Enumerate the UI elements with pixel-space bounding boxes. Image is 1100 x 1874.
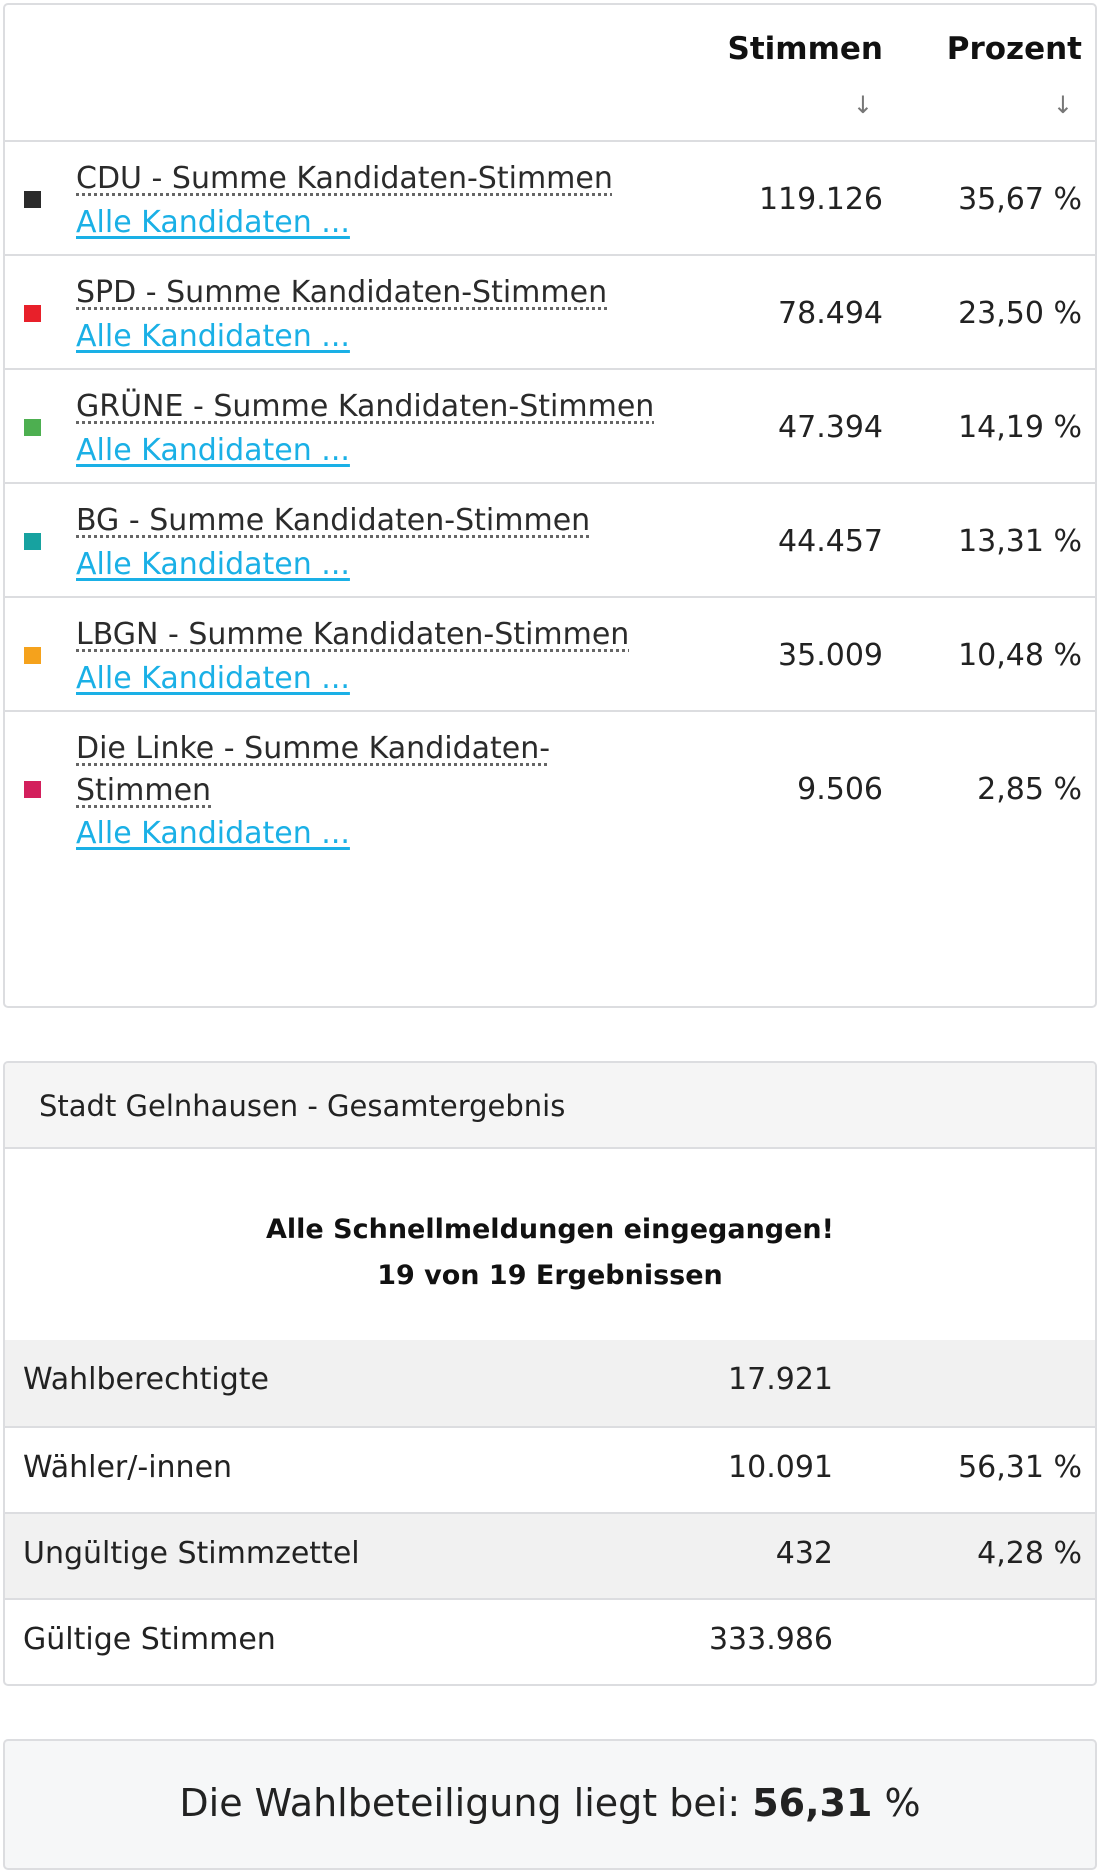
status-message: Alle Schnellmeldungen eingegangen! 19 vo… bbox=[5, 1149, 1095, 1340]
party-color-swatch bbox=[24, 781, 41, 798]
summary-value: 432 bbox=[775, 1536, 833, 1571]
sort-arrow-icon[interactable]: ↓ bbox=[852, 91, 873, 119]
all-candidates-link[interactable]: Alle Kandidaten ... bbox=[76, 319, 350, 354]
party-name-link[interactable]: CDU - Summe Kandidaten-Stimmen bbox=[76, 161, 613, 196]
party-color-swatch bbox=[24, 419, 41, 436]
table-row: BG - Summe Kandidaten-Stimmen Alle Kandi… bbox=[5, 484, 1095, 598]
summary-row-waehler: Wähler/-innen 10.091 56,31 % bbox=[5, 1426, 1095, 1512]
status-line: Alle Schnellmeldungen eingegangen! bbox=[266, 1214, 834, 1245]
all-candidates-link[interactable]: Alle Kandidaten ... bbox=[76, 205, 350, 240]
summary-value: 10.091 bbox=[728, 1450, 833, 1485]
votes-value: 119.126 bbox=[758, 182, 883, 217]
all-candidates-link[interactable]: Alle Kandidaten ... bbox=[76, 433, 350, 468]
party-name-link[interactable]: GRÜNE - Summe Kandidaten-Stimmen bbox=[76, 389, 655, 424]
summary-label: Wahlberechtigte bbox=[23, 1362, 269, 1397]
turnout-unit: % bbox=[872, 1781, 921, 1825]
table-row: LBGN - Summe Kandidaten-Stimmen Alle Kan… bbox=[5, 598, 1095, 712]
summary-value: 17.921 bbox=[728, 1362, 833, 1397]
summary-percent: 56,31 % bbox=[958, 1450, 1082, 1485]
percent-value: 10,48 % bbox=[958, 638, 1082, 673]
percent-value: 35,67 % bbox=[958, 182, 1082, 217]
party-name-link[interactable]: SPD - Summe Kandidaten-Stimmen bbox=[76, 275, 608, 310]
party-color-swatch bbox=[24, 305, 41, 322]
column-header-prozent[interactable]: Prozent bbox=[946, 31, 1082, 67]
votes-value: 78.494 bbox=[778, 296, 883, 331]
turnout-box: Die Wahlbeteiligung liegt bei: 56,31 % bbox=[3, 1739, 1097, 1870]
all-candidates-link[interactable]: Alle Kandidaten ... bbox=[76, 661, 350, 696]
card-title: Stadt Gelnhausen - Gesamtergebnis bbox=[5, 1063, 1095, 1149]
turnout-value: 56,31 bbox=[752, 1781, 873, 1825]
percent-value: 2,85 % bbox=[977, 772, 1082, 807]
party-color-swatch bbox=[24, 533, 41, 550]
party-color-swatch bbox=[24, 647, 41, 664]
summary-label: Ungültige Stimmzettel bbox=[23, 1536, 360, 1571]
sort-arrow-icon[interactable]: ↓ bbox=[1052, 91, 1073, 119]
percent-value: 13,31 % bbox=[958, 524, 1082, 559]
summary-row-gueltige: Gültige Stimmen 333.986 bbox=[5, 1598, 1095, 1684]
party-color-swatch bbox=[24, 191, 41, 208]
turnout-label: Die Wahlbeteiligung liegt bei: bbox=[179, 1781, 753, 1825]
table-row: GRÜNE - Summe Kandidaten-Stimmen Alle Ka… bbox=[5, 370, 1095, 484]
party-name-link-continued[interactable]: Stimmen bbox=[76, 773, 212, 808]
votes-value: 9.506 bbox=[797, 772, 883, 807]
all-candidates-link[interactable]: Alle Kandidaten ... bbox=[76, 547, 350, 582]
table-row: SPD - Summe Kandidaten-Stimmen Alle Kand… bbox=[5, 256, 1095, 370]
summary-percent: 4,28 % bbox=[977, 1536, 1082, 1571]
status-line: 19 von 19 Ergebnissen bbox=[377, 1260, 723, 1291]
votes-value: 35.009 bbox=[778, 638, 883, 673]
summary-value: 333.986 bbox=[708, 1622, 833, 1657]
party-name-link[interactable]: BG - Summe Kandidaten-Stimmen bbox=[76, 503, 591, 538]
summary-label: Gültige Stimmen bbox=[23, 1622, 276, 1657]
votes-value: 44.457 bbox=[778, 524, 883, 559]
table-row: CDU - Summe Kandidaten-Stimmen Alle Kand… bbox=[5, 142, 1095, 256]
summary-row-ungueltige: Ungültige Stimmzettel 432 4,28 % bbox=[5, 1512, 1095, 1598]
percent-value: 14,19 % bbox=[958, 410, 1082, 445]
total-result-card: Stadt Gelnhausen - Gesamtergebnis Alle S… bbox=[3, 1061, 1097, 1686]
summary-row-wahlberechtigte: Wahlberechtigte 17.921 bbox=[5, 1340, 1095, 1426]
results-table: Stimmen ↓ Prozent ↓ CDU - Summe Kandidat… bbox=[3, 3, 1097, 1008]
summary-label: Wähler/-innen bbox=[23, 1450, 233, 1485]
table-header: Stimmen ↓ Prozent ↓ bbox=[5, 5, 1095, 142]
all-candidates-link[interactable]: Alle Kandidaten ... bbox=[76, 816, 350, 851]
party-name-link[interactable]: LBGN - Summe Kandidaten-Stimmen bbox=[76, 617, 630, 652]
percent-value: 23,50 % bbox=[958, 296, 1082, 331]
table-row: Die Linke - Summe Kandidaten- Stimmen Al… bbox=[5, 712, 1095, 866]
party-name-link[interactable]: Die Linke - Summe Kandidaten- bbox=[76, 731, 551, 766]
votes-value: 47.394 bbox=[778, 410, 883, 445]
column-header-stimmen[interactable]: Stimmen bbox=[727, 31, 883, 67]
